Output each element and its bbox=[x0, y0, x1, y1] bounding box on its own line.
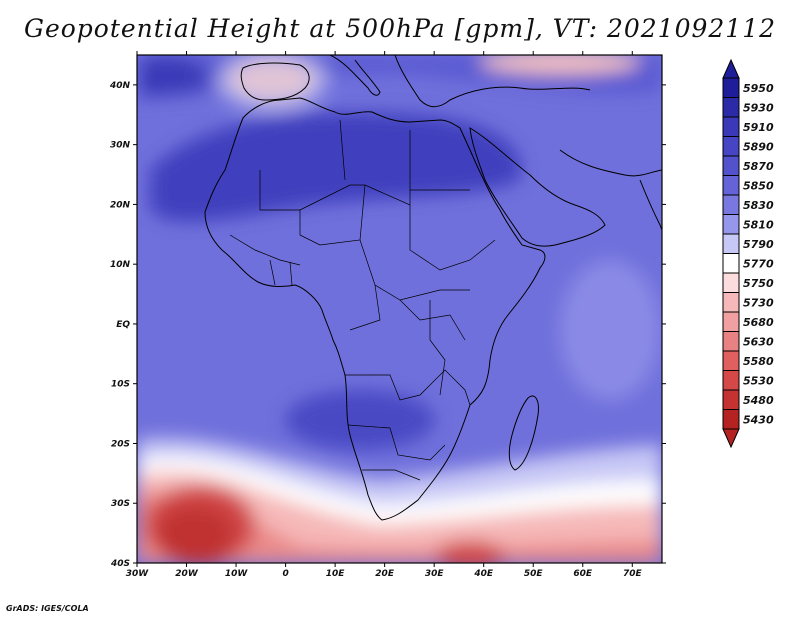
colorbar-swatch bbox=[722, 331, 740, 352]
europe-coastline bbox=[329, 55, 591, 108]
colorbar-label: 5530 bbox=[743, 374, 774, 387]
colorbar-swatch bbox=[722, 175, 740, 196]
longitude-axis: 30W 20W 10W 0 10E 20E 30E 40E 50E 60E 70E bbox=[126, 51, 643, 579]
iberia-coastline bbox=[240, 62, 310, 101]
colorbar-label: 5730 bbox=[743, 296, 774, 309]
india-coastline bbox=[639, 179, 662, 231]
colorbar-label: 5950 bbox=[743, 82, 774, 95]
colorbar-swatch bbox=[722, 350, 740, 371]
colorbar-label: 5430 bbox=[743, 413, 774, 426]
colorbar-label: 5830 bbox=[743, 199, 774, 212]
country-borders bbox=[229, 119, 496, 481]
colorbar-swatch bbox=[722, 311, 740, 332]
colorbar-label: 5930 bbox=[743, 101, 774, 114]
lon-tick-label: 40E bbox=[473, 569, 494, 579]
colorbar-label: 5850 bbox=[743, 179, 774, 192]
colorbar-swatch bbox=[722, 155, 740, 176]
colorbar-swatch bbox=[722, 253, 740, 274]
colorbar-top-arrow bbox=[722, 58, 740, 79]
colorbar-swatch bbox=[722, 194, 740, 215]
colorbar-label: 5790 bbox=[743, 238, 774, 251]
colorbar-label: 5890 bbox=[743, 140, 774, 153]
lon-tick-label: 20W bbox=[175, 569, 199, 579]
colorbar: 5950 5930 5910 5890 5870 5850 5830 5810 5790 5770… bbox=[722, 58, 774, 449]
map-title: Geopotential Height at 500hPa [gpm], VT:… bbox=[23, 14, 777, 43]
coastlines bbox=[204, 55, 662, 521]
lon-tick-label: 30W bbox=[126, 569, 150, 579]
colorbar-label: 5870 bbox=[743, 160, 774, 173]
colorbar-swatch bbox=[722, 97, 740, 118]
lat-tick-label: 10N bbox=[110, 260, 131, 270]
colorbar-label: 5750 bbox=[743, 277, 774, 290]
lat-tick-label: 10S bbox=[111, 380, 130, 390]
colorbar-label: 5810 bbox=[743, 218, 774, 231]
lon-tick-label: 30E bbox=[425, 569, 445, 579]
lat-tick-label: EQ bbox=[116, 320, 130, 330]
lon-tick-label: 0 bbox=[282, 569, 288, 579]
lon-tick-label: 50E bbox=[524, 569, 544, 579]
lat-tick-label: 40S bbox=[110, 559, 130, 569]
colorbar-swatch bbox=[722, 77, 740, 98]
credit-footer: GrADS: IGES/COLA bbox=[6, 604, 89, 613]
colorbar-swatch bbox=[722, 389, 740, 410]
colorbar-label: 5480 bbox=[743, 394, 774, 407]
colorbar-label: 5770 bbox=[743, 257, 774, 270]
lon-tick-label: 60E bbox=[573, 569, 593, 579]
colorbar-label: 5910 bbox=[743, 121, 774, 134]
colorbar-label: 5580 bbox=[743, 355, 774, 368]
height-field bbox=[137, 55, 662, 563]
lat-tick-label: 30S bbox=[111, 499, 130, 509]
colorbar-label: 5680 bbox=[743, 316, 774, 329]
map-frame bbox=[136, 54, 663, 564]
lon-tick-label: 20E bbox=[375, 569, 395, 579]
colorbar-swatch bbox=[722, 233, 740, 254]
colorbar-swatch bbox=[722, 214, 740, 235]
africa-coastline bbox=[204, 97, 546, 521]
latitude-axis: 40N 30N 20N 10N EQ 10S 20S 30S 40S bbox=[109, 81, 666, 569]
colorbar-bottom-arrow bbox=[722, 428, 740, 449]
lat-tick-label: 20N bbox=[110, 200, 131, 210]
lat-tick-label: 20S bbox=[111, 439, 130, 449]
colorbar-swatch bbox=[722, 116, 740, 137]
colorbar-swatch bbox=[722, 292, 740, 313]
colorbar-swatch bbox=[722, 136, 740, 157]
colorbar-swatch bbox=[722, 409, 740, 430]
colorbar-swatch bbox=[722, 272, 740, 293]
colorbar-label: 5630 bbox=[743, 335, 774, 348]
lon-tick-label: 70E bbox=[623, 569, 643, 579]
lon-tick-label: 10E bbox=[326, 569, 346, 579]
arabia-coastline bbox=[469, 127, 606, 247]
lat-tick-label: 30N bbox=[110, 141, 131, 151]
lat-tick-label: 40N bbox=[109, 81, 131, 91]
iran-coastline bbox=[559, 149, 662, 177]
madagascar-coastline bbox=[508, 395, 539, 471]
lon-tick-label: 10W bbox=[225, 569, 249, 579]
colorbar-swatch bbox=[722, 370, 740, 391]
